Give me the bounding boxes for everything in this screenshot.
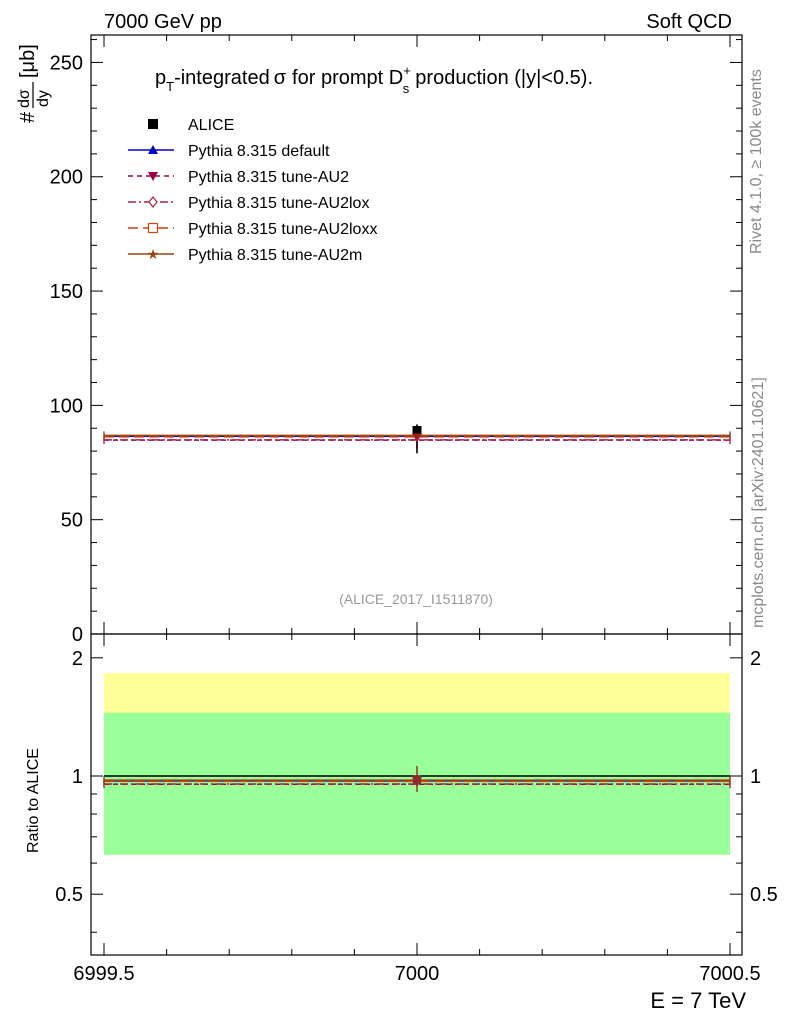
ylabel-den: dy (35, 90, 52, 107)
main-ytick-label: 250 (50, 52, 83, 74)
legend-marker-0 (148, 145, 158, 154)
side-rivet-label: Rivet 4.1.0, ≥ 100k events (748, 69, 765, 254)
ratio-ytick-label-right: 2 (750, 648, 761, 670)
ratio-series-lines (103, 766, 731, 793)
ylabel-unit: [μb] (17, 44, 39, 78)
ratio-panel (104, 672, 730, 855)
legend-marker-1 (148, 172, 158, 181)
title-mid: -integrated (174, 67, 270, 89)
title-p: p (155, 67, 166, 89)
main-axes: 50 100 150 200 250 0 (50, 34, 743, 646)
title-tail: production (|y|<0.5). (415, 67, 593, 89)
header-right: Soft QCD (646, 11, 732, 33)
legend-label-alice: ALICE (188, 117, 234, 134)
legend-marker-4: ★ (147, 246, 160, 262)
ratio-xtick-label: 6999.5 (73, 963, 134, 985)
main-data-points (412, 424, 422, 454)
ratio-axes: 0.5 0.5 1 1 2 2 6999.5 7000 7000.5 (55, 633, 778, 985)
header-left: 7000 GeV pp (104, 11, 222, 33)
analysis-watermark: (ALICE_2017_I1511870) (339, 591, 493, 607)
main-ytick-label: 50 (61, 510, 83, 532)
legend: ALICE Pythia 8.315 default Pythia 8.315 tu… (128, 117, 377, 264)
legend-label-3: Pythia 8.315 tune-AU2loxx (188, 221, 377, 238)
main-ytick-zero: 0 (72, 624, 83, 646)
side-mcplots-label: mcplots.cern.ch [arXiv:2401.10621] (750, 377, 767, 628)
ratio-ytick-label: 2 (72, 648, 83, 670)
ratio-xtick-label: 7000.5 (699, 963, 760, 985)
ratio-xtick-label: 7000 (395, 963, 440, 985)
main-ytick-label: 150 (50, 281, 83, 303)
legend-marker-2 (148, 196, 158, 208)
title-sigma: σ (274, 67, 287, 89)
main-ylabel: # dσ dy [μb] (16, 44, 52, 123)
title-text2: for prompt D (292, 67, 403, 89)
ratio-marker-square (413, 775, 421, 784)
ratio-ylabel: Ratio to ALICE (25, 748, 42, 853)
legend-label-4: Pythia 8.315 tune-AU2m (188, 247, 362, 264)
ratio-ytick-label-right: 1 (750, 766, 761, 788)
ratio-xlabel: E = 7 TeV (650, 988, 746, 1013)
main-ytick-label: 200 (50, 167, 83, 189)
legend-label-0: Pythia 8.315 default (188, 143, 330, 160)
main-title: pT-integrated σ for prompt D+ s production (… (155, 63, 593, 96)
ratio-ytick-label-right: 0.5 (750, 884, 778, 906)
main-ytick-label: 100 (50, 395, 83, 417)
ylabel-hash: # (17, 111, 39, 123)
title-d-sub: s (403, 81, 410, 96)
legend-label-1: Pythia 8.315 tune-AU2 (188, 169, 349, 186)
mc-marker-cluster (412, 433, 422, 443)
legend-label-2: Pythia 8.315 tune-AU2lox (188, 195, 369, 212)
legend-marker-3 (147, 222, 159, 234)
ylabel-num: dσ (16, 89, 33, 108)
legend-marker-alice (148, 119, 158, 129)
data-point-alice (412, 426, 422, 436)
ratio-ytick-label: 0.5 (55, 884, 83, 906)
title-d-sup: + (403, 63, 411, 78)
title-p-sub: T (166, 79, 174, 94)
ratio-ytick-label: 1 (72, 766, 83, 788)
